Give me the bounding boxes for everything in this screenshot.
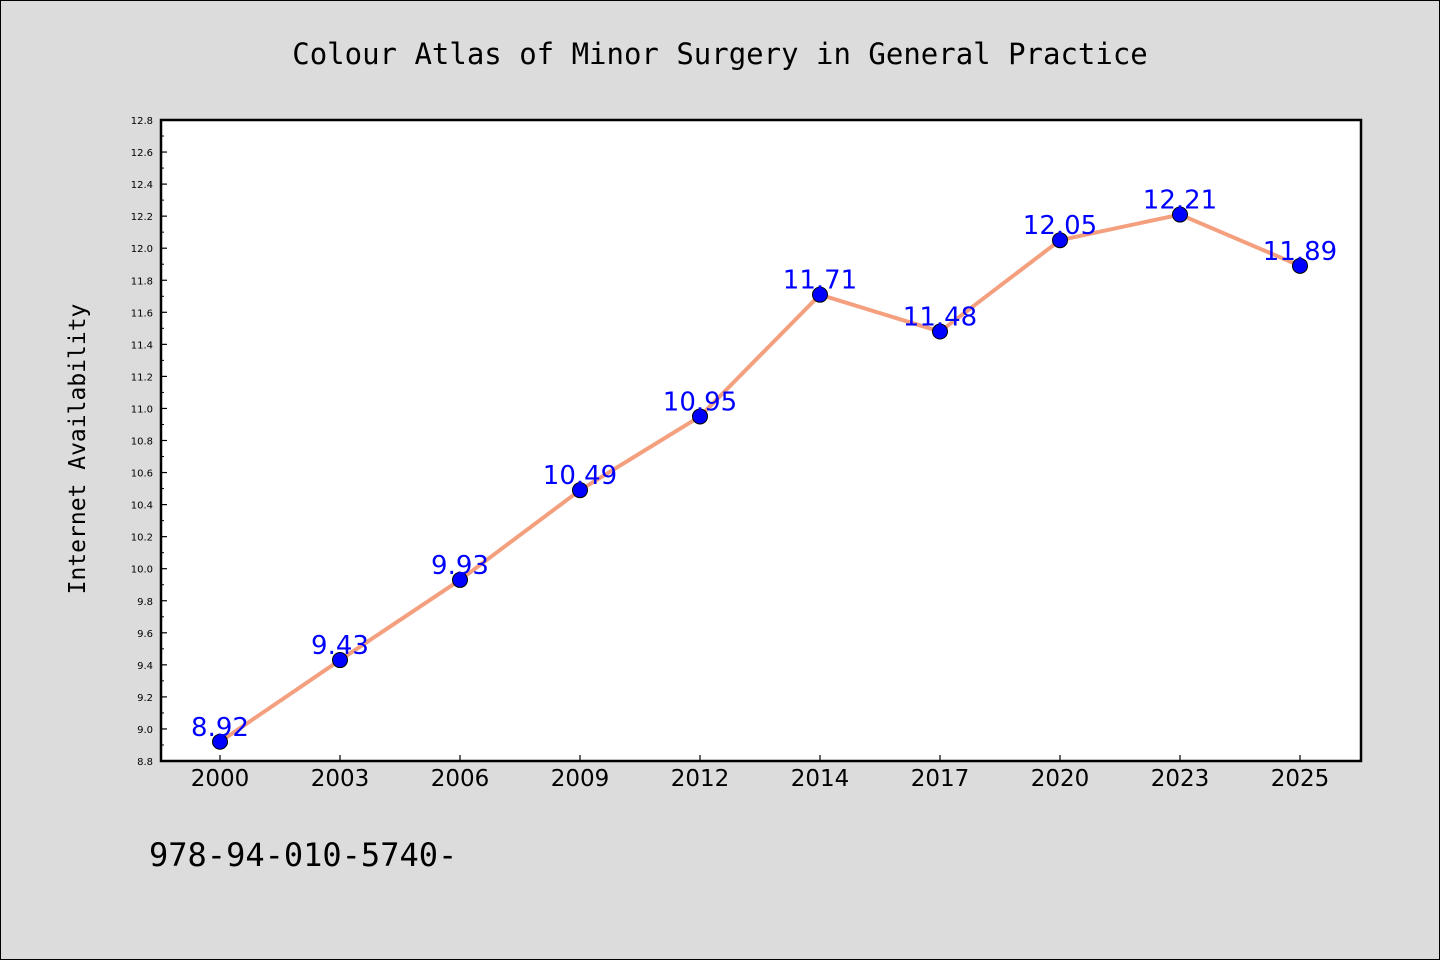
series-line [218, 212, 1302, 744]
x-axis: 2000 2003 2006 2009 2012 2014 2017 2020 2023 2025 [191, 755, 1330, 792]
x-tick-label: 2006 [431, 766, 490, 792]
x-tick-label: 2025 [1271, 766, 1330, 792]
y-tick-label: 12.2 [131, 212, 153, 223]
data-point-marker [812, 286, 828, 303]
data-point-label: 9.43 [311, 631, 369, 661]
data-point-label: 8.92 [191, 713, 249, 743]
data-point-marker [1052, 232, 1068, 249]
x-tick-label: 2014 [791, 766, 850, 792]
x-tick-label: 2003 [311, 766, 370, 792]
series-line-group [212, 206, 1308, 750]
data-point-marker [1292, 257, 1308, 274]
data-point-marker [212, 733, 228, 750]
footer-isbn: 978-94-010-5740- [149, 836, 457, 874]
x-tick-label: 2020 [1031, 766, 1090, 792]
y-tick-label: 12.4 [131, 180, 153, 191]
y-tick-label: 10.0 [131, 565, 153, 576]
data-point-label: 12.21 [1143, 186, 1217, 216]
data-point-marker [452, 571, 468, 588]
data-point-marker [1172, 206, 1188, 223]
x-tick-label: 2000 [191, 766, 250, 792]
data-point-label: 10.49 [543, 461, 617, 491]
y-tick-label: 9.2 [137, 693, 153, 704]
x-tick-label: 2012 [671, 766, 730, 792]
data-point-marker [932, 323, 948, 340]
y-axis-label: Internet Availability [65, 304, 91, 595]
plot-area [161, 120, 1361, 761]
y-tick-label: 9.4 [137, 661, 153, 672]
y-tick-label: 10.6 [131, 469, 153, 480]
y-tick-label: 11.4 [131, 340, 153, 351]
x-tick-label: 2023 [1151, 766, 1210, 792]
data-point-label: 12.05 [1023, 211, 1097, 241]
y-tick-label: 12.6 [131, 148, 153, 159]
y-tick-label: 10.8 [131, 437, 153, 448]
y-tick-label: 8.8 [137, 757, 153, 768]
y-tick-label: 11.6 [131, 308, 153, 319]
data-point-marker [572, 482, 588, 499]
plot-frame [159, 118, 1363, 763]
y-tick-label: 11.0 [131, 404, 153, 415]
data-point-label: 11.48 [903, 303, 977, 333]
y-tick-label: 12.0 [131, 244, 153, 255]
data-point-label: 11.89 [1263, 237, 1337, 267]
y-tick-label: 9.0 [137, 725, 153, 736]
data-point-label: 10.95 [663, 387, 737, 417]
chart-title: Colour Atlas of Minor Surgery in General… [292, 37, 1148, 71]
data-point-label: 9.93 [431, 551, 489, 581]
y-tick-label: 11.8 [131, 276, 153, 287]
data-point-label: 11.71 [783, 266, 857, 296]
y-tick-label: 12.8 [131, 116, 153, 127]
y-tick-label: 10.4 [131, 501, 153, 512]
data-point-marker [692, 408, 708, 425]
data-labels: 8.92 9.43 9.93 10.49 10.95 11.71 11.48 12.05 12.… [191, 186, 1337, 743]
y-tick-label: 11.2 [131, 372, 153, 383]
x-tick-label: 2009 [551, 766, 610, 792]
x-tick-label: 2017 [911, 766, 970, 792]
y-tick-label: 10.2 [131, 533, 153, 544]
y-tick-label: 9.6 [137, 629, 153, 640]
data-point-marker [332, 652, 348, 669]
y-tick-label: 9.8 [137, 597, 153, 608]
